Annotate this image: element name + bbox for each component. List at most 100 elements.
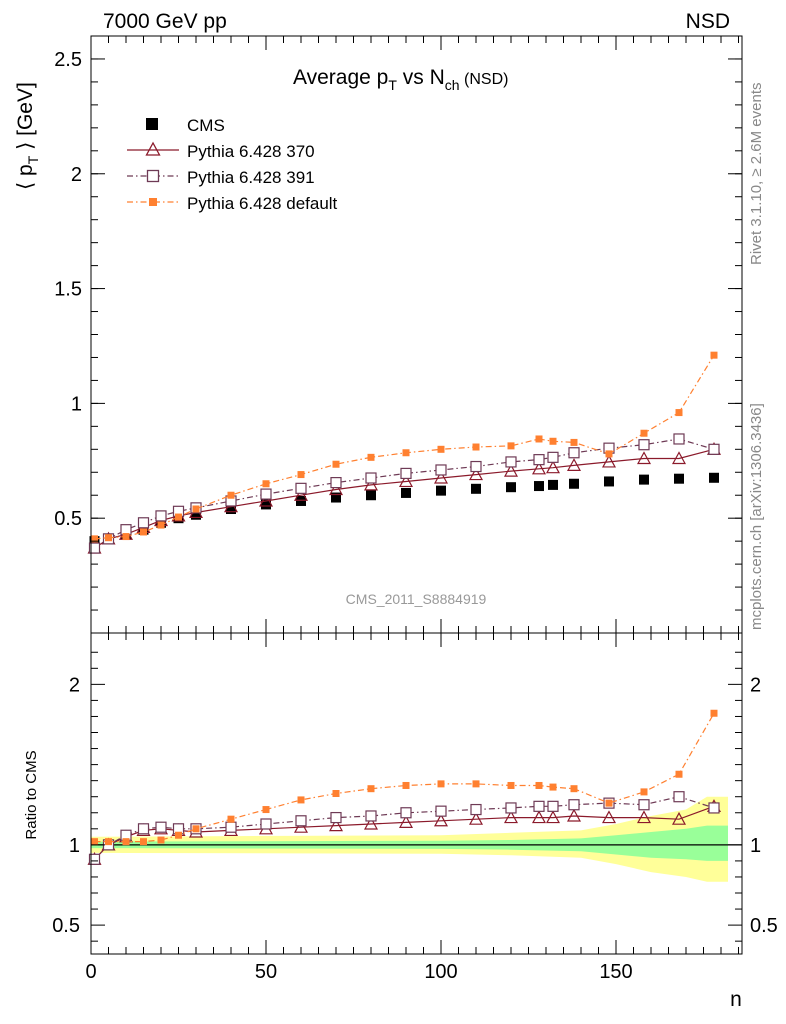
ratio-pdef-point [122, 838, 130, 846]
ratio-p391-point [435, 805, 447, 817]
ratio-pdef-point [549, 783, 557, 791]
ratio-pdef-point [367, 785, 375, 793]
main-p391-point [400, 467, 412, 480]
main-plot-panel: 0.511.522.5 Average pT vs Nch (NSD) ⟨ pT… [14, 35, 743, 634]
title-part-tail: (NSD) [460, 71, 509, 88]
main-p370-point [258, 493, 274, 507]
main-p391-point [330, 477, 342, 489]
ratio-p391-point [365, 810, 377, 822]
ratio-pdef-point [140, 838, 147, 846]
title-part-mid: vs N [397, 66, 445, 89]
ratio-p370-point [293, 819, 309, 833]
ratio-ytick-label-right: 1 [750, 835, 761, 857]
main-p370-point [293, 487, 309, 501]
main-cms-point [604, 476, 614, 487]
ylabel-close: ⟩ [GeV] [14, 82, 37, 156]
main-plot-title: Average pT vs Nch (NSD) [293, 66, 508, 93]
main-pdef-point [675, 409, 683, 417]
main-p370-point [671, 451, 687, 465]
ratio-p391-point [137, 823, 150, 835]
ratio-pdef-point [105, 838, 112, 846]
ratio-xtick-label: 100 [424, 961, 457, 983]
ratio-p370-point [363, 816, 379, 830]
ratio-band-green [91, 825, 728, 861]
main-ytick-label: 2 [71, 164, 82, 186]
ratio-p391-point [88, 853, 101, 865]
main-p370-point [566, 458, 582, 471]
main-pdef-point [227, 491, 235, 499]
main-cms-point [534, 481, 544, 492]
legend-p391-marker [146, 169, 160, 183]
main-pdef-point [437, 445, 445, 453]
main-ytick-label: 1.5 [54, 279, 82, 301]
ratio-ytick-label: 1 [69, 835, 80, 857]
main-ytick-label: 0.5 [54, 508, 82, 530]
ratio-pdef-point [227, 815, 235, 823]
ratio-band-yellow [91, 796, 728, 882]
main-pdef-point [367, 453, 375, 461]
ratio-p391-point [155, 821, 167, 833]
main-pdef-point [105, 534, 112, 542]
ylabel-sub: T [25, 155, 41, 164]
ratio-pdef-point [675, 770, 683, 778]
main-p391-point [638, 439, 650, 451]
ratio-p370-point [503, 810, 519, 824]
ratio-ytick-label: 2 [69, 674, 80, 696]
ratio-p370-point [328, 818, 344, 832]
ratio-p370-point [601, 810, 617, 824]
main-cms-point [639, 474, 649, 485]
main-p370-point [601, 454, 617, 468]
ratio-p391-point [400, 807, 412, 819]
main-p370-point [433, 470, 449, 484]
ratio-pdef-point [605, 799, 613, 807]
legend-cms-marker [146, 118, 158, 130]
legend-pdef-marker [149, 198, 157, 206]
ratio-p370-point [671, 811, 687, 825]
main-p391-point [708, 443, 720, 455]
ratio-p370-point [636, 810, 652, 824]
main-ytick-label: 1 [71, 393, 82, 415]
main-p370-point [398, 474, 414, 488]
legend-pdef-label: Pythia 6.428 default [187, 194, 338, 213]
ratio-pdef-point [91, 838, 98, 846]
ratio-xtick-label: 0 [85, 961, 96, 983]
main-p391-point [260, 488, 272, 500]
ratio-plot-ylabel: Ratio to CMS [23, 750, 40, 839]
main-pdef-point [549, 437, 557, 445]
main-p391-point [470, 460, 482, 473]
ratio-plot-marks [87, 709, 742, 882]
ratio-p391-point [708, 802, 720, 814]
main-pdef-point [472, 443, 480, 451]
ratio-pdef-point [507, 781, 515, 789]
ratio-p370-point [566, 808, 582, 822]
main-p391-point [155, 510, 167, 522]
main-p391-point [505, 456, 517, 468]
main-p391-point [88, 542, 101, 554]
main-pdef-point [402, 449, 410, 457]
main-pdef-point [570, 438, 578, 446]
process-label: NSD [686, 10, 730, 33]
mcplots-label: mcplots.cern.ch [arXiv:1306.3436] [748, 403, 765, 630]
main-ytick-label: 2.5 [54, 49, 82, 71]
ratio-p370-line [94, 805, 715, 860]
main-pdef-point [262, 480, 270, 488]
main-pdef-point [157, 521, 165, 529]
ratio-pdef-point [570, 785, 578, 793]
main-pdef-point [710, 351, 718, 359]
legend-p370-marker [145, 141, 161, 156]
ratio-p391-point [568, 799, 580, 811]
ratio-p370-point [398, 815, 414, 828]
main-p391-point [673, 433, 685, 445]
ratio-xtick-label: 150 [599, 961, 632, 983]
title-part-main: Average p [293, 66, 388, 89]
main-p370-point [636, 451, 652, 465]
legend: CMS Pythia 6.428 370 Pythia 6.428 391 Py… [127, 116, 338, 213]
title-sub-ch: ch [445, 77, 460, 93]
main-plot-ticks: 0.5 1 1.5 2 2.5 [54, 36, 742, 633]
main-pdef-point [332, 460, 340, 468]
ratio-pdef-point [535, 781, 543, 789]
ratio-p391-point [260, 818, 272, 830]
main-pdef-point [140, 528, 147, 536]
ratio-pdef-point [157, 836, 165, 844]
main-p391-point [568, 447, 580, 459]
